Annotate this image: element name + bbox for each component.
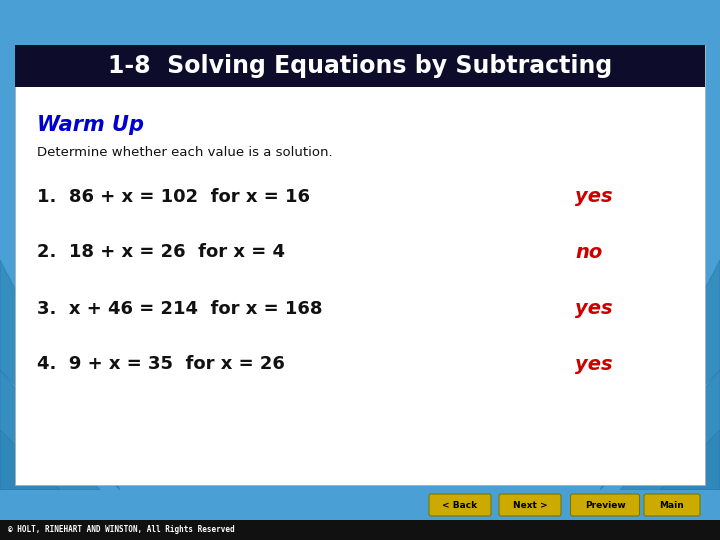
Text: Preview: Preview <box>585 501 626 510</box>
Text: yes: yes <box>575 300 613 319</box>
Text: Determine whether each value is a solution.: Determine whether each value is a soluti… <box>37 145 333 159</box>
Bar <box>0 520 720 540</box>
Text: 1.  86 + x = 102  for x = 16: 1. 86 + x = 102 for x = 16 <box>37 188 310 206</box>
FancyBboxPatch shape <box>429 494 491 516</box>
Polygon shape <box>0 260 120 490</box>
Polygon shape <box>0 430 60 490</box>
Text: © HOLT, RINEHART AND WINSTON, All Rights Reserved: © HOLT, RINEHART AND WINSTON, All Rights… <box>8 525 235 535</box>
Polygon shape <box>600 260 720 490</box>
FancyBboxPatch shape <box>570 494 639 516</box>
Text: 3.  x + 46 = 214  for x = 168: 3. x + 46 = 214 for x = 168 <box>37 300 323 318</box>
Text: Warm Up: Warm Up <box>37 115 144 135</box>
Text: < Back: < Back <box>442 501 477 510</box>
Text: 2.  18 + x = 26  for x = 4: 2. 18 + x = 26 for x = 4 <box>37 243 285 261</box>
Text: 4.  9 + x = 35  for x = 26: 4. 9 + x = 35 for x = 26 <box>37 355 285 373</box>
Text: Next >: Next > <box>513 501 547 510</box>
FancyBboxPatch shape <box>644 494 700 516</box>
Text: no: no <box>575 242 602 261</box>
Text: yes: yes <box>575 187 613 206</box>
Polygon shape <box>0 370 100 490</box>
Text: yes: yes <box>575 354 613 374</box>
Bar <box>0 490 720 520</box>
Text: 1-8  Solving Equations by Subtracting: 1-8 Solving Equations by Subtracting <box>108 54 612 78</box>
FancyBboxPatch shape <box>499 494 561 516</box>
Polygon shape <box>620 370 720 490</box>
Bar <box>15 45 705 87</box>
Text: Main: Main <box>660 501 685 510</box>
Bar <box>15 45 705 485</box>
Polygon shape <box>660 430 720 490</box>
